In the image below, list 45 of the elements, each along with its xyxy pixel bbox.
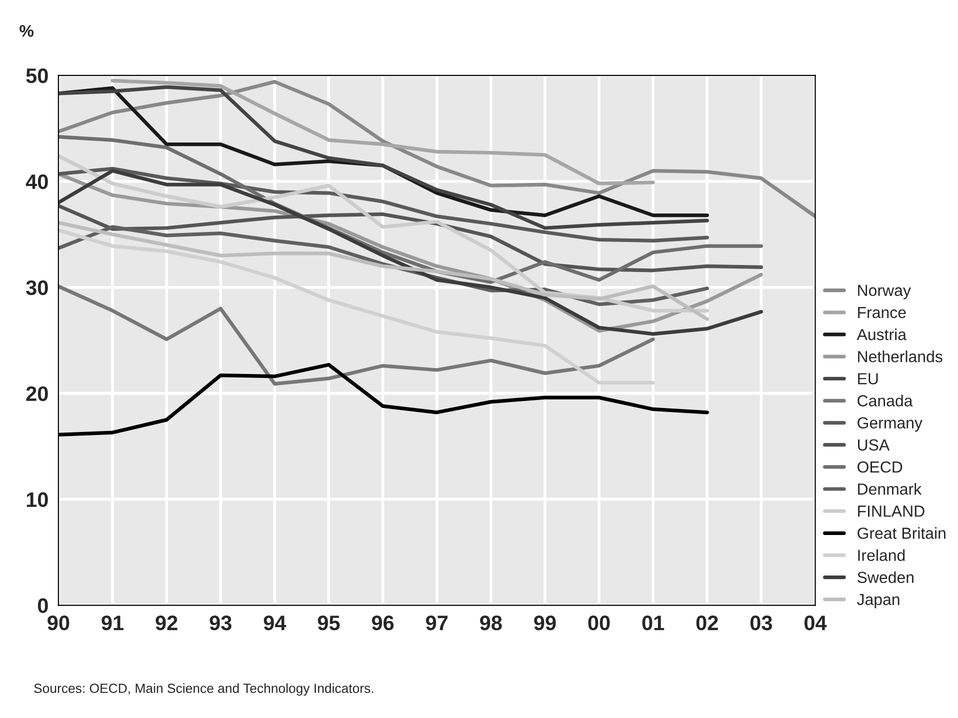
legend-label: Japan: [857, 594, 900, 608]
legend-label: France: [858, 306, 906, 318]
x-tick-label: 94: [264, 616, 286, 630]
y-tick-label: 0: [38, 598, 48, 614]
line-series: [58, 220, 709, 321]
legend-label: Sweden: [858, 571, 914, 584]
y-tick-label: 50: [26, 68, 48, 84]
legend-label: Germany: [858, 417, 922, 432]
x-tick-label: 90: [48, 616, 70, 630]
y-tick-label: 40: [26, 174, 48, 190]
x-tick-label: 92: [156, 616, 178, 630]
x-tick-label: 91: [102, 616, 124, 630]
line-series: [58, 80, 816, 218]
legend-label: USA: [858, 439, 890, 451]
x-tick-label: 95: [318, 616, 340, 630]
line-series: [58, 228, 655, 385]
legend-label: Great Britain: [858, 527, 946, 539]
legend-label: OECD: [858, 461, 902, 473]
legend-label: Ireland: [858, 549, 905, 561]
x-tick-label: 00: [588, 616, 610, 630]
legend-label: Canada: [858, 394, 913, 406]
x-tick-label: 93: [210, 616, 232, 630]
x-tick-label: 99: [534, 616, 556, 630]
x-tick-label: 97: [426, 616, 448, 630]
y-tick-label: 30: [26, 280, 48, 296]
x-tick-label: 02: [696, 616, 718, 630]
line-series: [58, 154, 709, 312]
legend-label: Netherlands: [858, 350, 942, 362]
line-series: [58, 166, 709, 243]
x-tick-label: 96: [372, 616, 394, 630]
x-tick-label: 98: [480, 616, 502, 630]
legend-label: Denmark: [858, 483, 922, 495]
line-series: [58, 284, 655, 386]
legend-label: Norway: [858, 284, 911, 300]
source-note: Sources: OECD, Main Science and Technology Indicators.: [34, 683, 374, 696]
legend-label: FINLAND: [858, 506, 924, 517]
x-tick-label: 04: [804, 616, 827, 630]
x-tick-label: 01: [642, 616, 664, 630]
y-tick-label: 20: [26, 386, 48, 402]
y-tick-label: 10: [26, 492, 48, 508]
legend-label: EU: [858, 373, 878, 384]
x-tick-label: 03: [750, 616, 772, 630]
line-series: [110, 78, 655, 186]
legend-label: Austria: [856, 328, 906, 340]
y-axis-title: %: [20, 25, 34, 37]
